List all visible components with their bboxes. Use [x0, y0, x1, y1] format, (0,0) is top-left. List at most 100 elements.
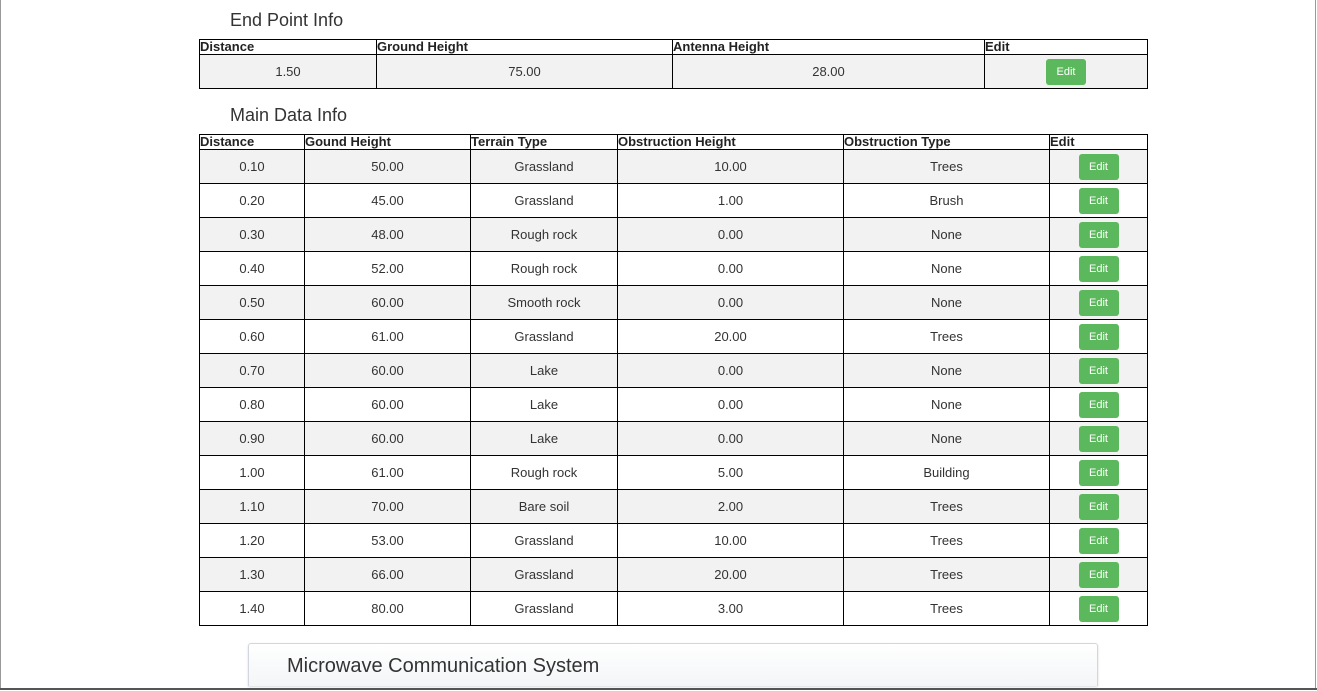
cell-edit: Edit — [1049, 217, 1148, 252]
cell-ground-height: 45.00 — [304, 183, 471, 218]
edit-button[interactable]: Edit — [1078, 425, 1119, 452]
cell-distance: 1.00 — [199, 455, 305, 490]
table-row: 1.10 70.00 Bare soil 2.00 Trees Edit — [199, 489, 1148, 524]
edit-button[interactable]: Edit — [1078, 459, 1119, 486]
end-point-row: 1.50 75.00 28.00 Edit — [199, 54, 1148, 89]
table-row: 0.70 60.00 Lake 0.00 None Edit — [199, 353, 1148, 388]
cell-terrain-type: Smooth rock — [470, 285, 618, 320]
table-row: 0.10 50.00 Grassland 10.00 Trees Edit — [199, 149, 1148, 184]
header-antenna-height: Antenna Height — [672, 39, 985, 55]
cell-obstruction-height: 0.00 — [617, 285, 844, 320]
end-point-edit-button[interactable]: Edit — [1046, 58, 1086, 85]
cell-edit: Edit — [1049, 319, 1148, 354]
cell-distance: 0.60 — [199, 319, 305, 354]
table-row: 0.60 61.00 Grassland 20.00 Trees Edit — [199, 319, 1148, 354]
header-distance: Distance — [199, 134, 305, 150]
header-obstruction-type: Obstruction Type — [843, 134, 1050, 150]
table-row: 0.80 60.00 Lake 0.00 None Edit — [199, 387, 1148, 422]
cell-edit: Edit — [1049, 523, 1148, 558]
cell-obstruction-type: Building — [843, 455, 1050, 490]
cell-terrain-type: Grassland — [470, 557, 618, 592]
cell-edit: Edit — [1049, 591, 1148, 626]
cell-obstruction-height: 5.00 — [617, 455, 844, 490]
cell-ground-height: 66.00 — [304, 557, 471, 592]
cell-ground-height: 48.00 — [304, 217, 471, 252]
edit-button[interactable]: Edit — [1078, 527, 1119, 554]
cell-ground-height: 52.00 — [304, 251, 471, 286]
cell-edit: Edit — [1049, 387, 1148, 422]
cell-obstruction-height: 3.00 — [617, 591, 844, 626]
edit-button[interactable]: Edit — [1078, 221, 1119, 248]
cell-terrain-type: Lake — [470, 387, 618, 422]
cell-obstruction-type: None — [843, 285, 1050, 320]
edit-button[interactable]: Edit — [1078, 561, 1119, 588]
cell-obstruction-type: None — [843, 251, 1050, 286]
edit-button[interactable]: Edit — [1078, 357, 1119, 384]
edit-button[interactable]: Edit — [1078, 391, 1119, 418]
cell-obstruction-height: 2.00 — [617, 489, 844, 524]
cell-ground-height: 50.00 — [304, 149, 471, 184]
cell-obstruction-type: Trees — [843, 149, 1050, 184]
cell-obstruction-type: Trees — [843, 591, 1050, 626]
window-bottom-border — [0, 688, 1317, 690]
cell-edit: Edit — [984, 54, 1148, 89]
cell-terrain-type: Grassland — [470, 591, 618, 626]
table-row: 0.90 60.00 Lake 0.00 None Edit — [199, 421, 1148, 456]
cell-obstruction-height: 20.00 — [617, 557, 844, 592]
cell-terrain-type: Grassland — [470, 149, 618, 184]
window-right-border — [1315, 0, 1316, 689]
header-edit: Edit — [984, 39, 1148, 55]
header-terrain-type: Terrain Type — [470, 134, 618, 150]
table-row: 1.20 53.00 Grassland 10.00 Trees Edit — [199, 523, 1148, 558]
cell-obstruction-type: None — [843, 387, 1050, 422]
window-left-border — [0, 0, 1, 689]
edit-button[interactable]: Edit — [1078, 153, 1119, 180]
footer-title: Microwave Communication System — [287, 655, 600, 677]
cell-terrain-type: Grassland — [470, 183, 618, 218]
edit-button[interactable]: Edit — [1078, 595, 1119, 622]
cell-obstruction-height: 20.00 — [617, 319, 844, 354]
cell-distance: 1.40 — [199, 591, 305, 626]
cell-obstruction-type: Trees — [843, 319, 1050, 354]
cell-edit: Edit — [1049, 183, 1148, 218]
edit-button[interactable]: Edit — [1078, 255, 1119, 282]
cell-obstruction-type: None — [843, 421, 1050, 456]
cell-obstruction-type: Trees — [843, 523, 1050, 558]
cell-antenna-height: 28.00 — [672, 54, 985, 89]
end-point-header-row: Distance Ground Height Antenna Height Ed… — [199, 39, 1148, 55]
footer-bar: Microwave Communication System — [248, 643, 1098, 686]
cell-edit: Edit — [1049, 285, 1148, 320]
cell-obstruction-height: 10.00 — [617, 149, 844, 184]
edit-button[interactable]: Edit — [1078, 493, 1119, 520]
cell-terrain-type: Grassland — [470, 319, 618, 354]
cell-distance: 1.30 — [199, 557, 305, 592]
table-row: 0.50 60.00 Smooth rock 0.00 None Edit — [199, 285, 1148, 320]
edit-button[interactable]: Edit — [1078, 323, 1119, 350]
main-data-body: 0.10 50.00 Grassland 10.00 Trees Edit 0.20 45.0… — [199, 149, 1148, 626]
cell-distance: 0.80 — [199, 387, 305, 422]
cell-edit: Edit — [1049, 353, 1148, 388]
cell-edit: Edit — [1049, 557, 1148, 592]
main-data-info-title: Main Data Info — [230, 105, 348, 125]
cell-edit: Edit — [1049, 149, 1148, 184]
cell-distance: 0.50 — [199, 285, 305, 320]
cell-terrain-type: Rough rock — [470, 251, 618, 286]
cell-terrain-type: Bare soil — [470, 489, 618, 524]
cell-ground-height: 60.00 — [304, 285, 471, 320]
main-data-header-row: Distance Gound Height Terrain Type Obstr… — [199, 134, 1148, 150]
cell-distance: 1.10 — [199, 489, 305, 524]
edit-button[interactable]: Edit — [1078, 187, 1119, 214]
header-edit: Edit — [1049, 134, 1148, 150]
header-obstruction-height: Obstruction Height — [617, 134, 844, 150]
cell-terrain-type: Lake — [470, 421, 618, 456]
table-row: 0.20 45.00 Grassland 1.00 Brush Edit — [199, 183, 1148, 218]
cell-terrain-type: Lake — [470, 353, 618, 388]
cell-distance: 0.70 — [199, 353, 305, 388]
end-point-info-title: End Point Info — [230, 10, 344, 30]
cell-terrain-type: Rough rock — [470, 455, 618, 490]
edit-button[interactable]: Edit — [1078, 289, 1119, 316]
cell-obstruction-type: Trees — [843, 557, 1050, 592]
table-row: 1.30 66.00 Grassland 20.00 Trees Edit — [199, 557, 1148, 592]
header-distance: Distance — [199, 39, 377, 55]
cell-ground-height: 60.00 — [304, 387, 471, 422]
